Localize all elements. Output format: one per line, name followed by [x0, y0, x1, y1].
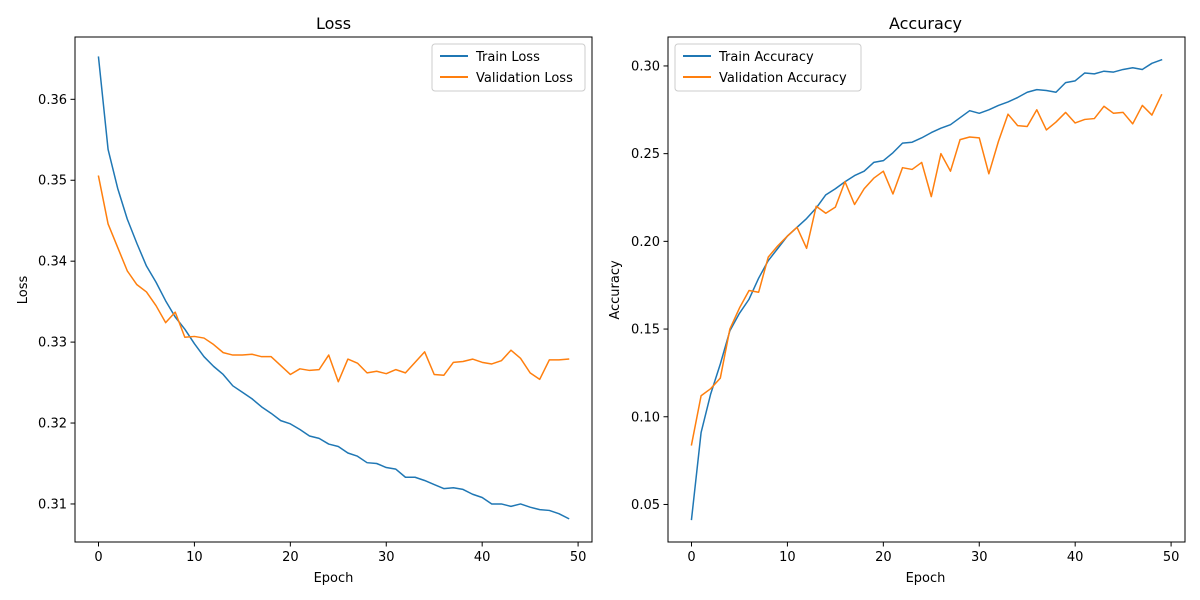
- accuracy-x-tick-label: 0: [687, 550, 695, 565]
- train-loss-line: [97, 56, 570, 520]
- train-accuracy-line: [690, 58, 1163, 521]
- accuracy-x-tick-label: 20: [875, 550, 892, 565]
- loss-x-tick-label: 0: [94, 550, 102, 565]
- loss-chart-panel: Loss Epoch Loss 0 10 20 30 40 500.310.320.330…: [16, 14, 593, 586]
- loss-x-tick-label: 30: [378, 550, 395, 565]
- accuracy-y-axis-label: Accuracy: [608, 260, 623, 320]
- accuracy-x-tick-label: 30: [971, 550, 988, 565]
- loss-legend: Train Loss Validation Loss: [431, 43, 586, 92]
- accuracy-x-tick-label: 50: [1163, 550, 1180, 565]
- accuracy-ticks: 0 10 20 30 40 50 0.05 0.10 0.15 0.20 0.25 0.30: [631, 59, 1179, 565]
- loss-plot-frame: [74, 36, 593, 543]
- loss-legend-label-train: Train Loss: [475, 50, 540, 65]
- loss-y-tick-label: 0.33: [38, 336, 67, 351]
- accuracy-legend-label-validation: Validation Accuracy: [719, 71, 847, 86]
- loss-ticks: 0 10 20 30 40 50 0.31 0.32 0.33 0.34 0.35 0.36: [38, 93, 586, 565]
- loss-y-tick-label: 0.34: [38, 255, 67, 270]
- accuracy-y-tick-label: 0.05: [631, 498, 660, 513]
- accuracy-series-lines: [690, 58, 1163, 521]
- accuracy-y-tick-label: 0.25: [631, 147, 660, 162]
- accuracy-legend-label-train: Train Accuracy: [718, 50, 814, 65]
- loss-chart-title: Loss: [316, 14, 351, 33]
- loss-y-tick-label: 0.36: [38, 93, 67, 108]
- loss-x-axis-label: Epoch: [314, 571, 354, 586]
- accuracy-y-tick-label: 0.15: [631, 323, 660, 338]
- loss-legend-box: [431, 43, 586, 92]
- loss-y-tick-label: 0.32: [38, 417, 67, 432]
- accuracy-y-tick-label: 0.20: [631, 235, 660, 250]
- loss-y-tick-label: 0.35: [38, 174, 67, 189]
- loss-legend-label-validation: Validation Loss: [476, 71, 573, 86]
- loss-y-tick-label: 0.31: [38, 497, 67, 512]
- accuracy-plot-frame: [667, 36, 1186, 543]
- accuracy-x-axis-label: Epoch: [906, 571, 946, 586]
- loss-y-axis-label: Loss: [16, 276, 31, 305]
- accuracy-x-tick-label: 10: [779, 550, 796, 565]
- loss-x-tick-label: 20: [282, 550, 299, 565]
- accuracy-y-tick-label: 0.10: [631, 410, 660, 425]
- validation-accuracy-line: [690, 93, 1163, 446]
- loss-x-tick-label: 40: [474, 550, 491, 565]
- loss-x-tick-label: 10: [186, 550, 203, 565]
- accuracy-y-tick-label: 0.30: [631, 59, 660, 74]
- validation-loss-line: [97, 175, 570, 383]
- loss-series-lines: [97, 56, 570, 520]
- accuracy-legend: Train Accuracy Validation Accuracy: [674, 43, 862, 92]
- loss-x-tick-label: 50: [570, 550, 587, 565]
- accuracy-chart-title: Accuracy: [889, 14, 962, 33]
- accuracy-chart-panel: Accuracy Epoch Accuracy 0 10 20 30 40 500.050…: [608, 14, 1186, 586]
- accuracy-legend-box: [674, 43, 862, 92]
- accuracy-x-tick-label: 40: [1067, 550, 1084, 565]
